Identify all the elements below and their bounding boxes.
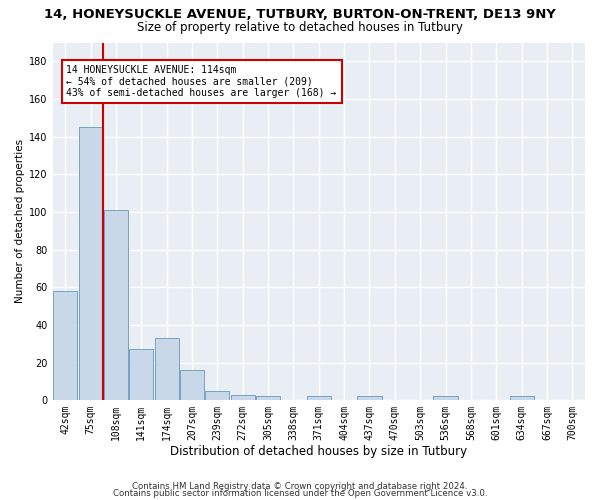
Bar (509, 396, 533, 400)
Bar (180, 370, 204, 400)
Bar (307, 396, 331, 400)
Bar (129, 350, 154, 400)
Bar (433, 396, 458, 400)
Bar (358, 396, 382, 400)
Bar (205, 391, 229, 400)
Y-axis label: Number of detached properties: Number of detached properties (15, 140, 25, 304)
Text: Contains public sector information licensed under the Open Government Licence v3: Contains public sector information licen… (113, 490, 487, 498)
Bar (104, 210, 128, 400)
Bar (53, 291, 77, 400)
Bar (79, 127, 103, 400)
Bar (256, 396, 280, 400)
Text: 14, HONEYSUCKLE AVENUE, TUTBURY, BURTON-ON-TRENT, DE13 9NY: 14, HONEYSUCKLE AVENUE, TUTBURY, BURTON-… (44, 8, 556, 20)
Text: 14 HONEYSUCKLE AVENUE: 114sqm
← 54% of detached houses are smaller (209)
43% of : 14 HONEYSUCKLE AVENUE: 114sqm ← 54% of d… (67, 65, 337, 98)
Text: Contains HM Land Registry data © Crown copyright and database right 2024.: Contains HM Land Registry data © Crown c… (132, 482, 468, 491)
Bar (155, 338, 179, 400)
Bar (230, 394, 255, 400)
Text: Size of property relative to detached houses in Tutbury: Size of property relative to detached ho… (137, 22, 463, 35)
X-axis label: Distribution of detached houses by size in Tutbury: Distribution of detached houses by size … (170, 444, 467, 458)
